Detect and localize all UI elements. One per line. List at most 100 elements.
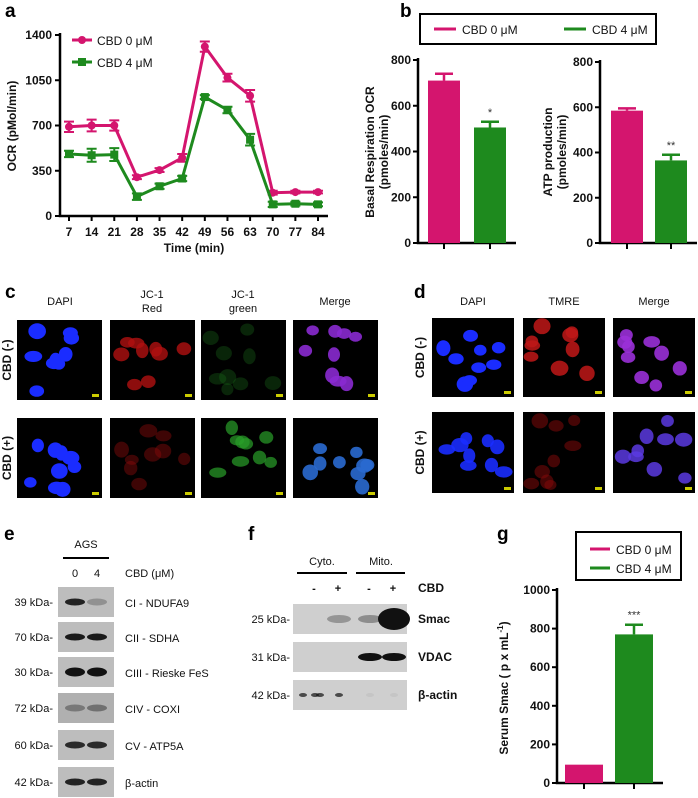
band <box>366 693 374 697</box>
scale-bar <box>595 391 602 394</box>
cell <box>355 478 370 495</box>
cell <box>654 345 669 361</box>
y-axis-label: Serum Smac ( p x mL-1) <box>496 621 511 754</box>
y-axis-label-line2: (pmoles/min) <box>555 115 569 190</box>
blot-strip <box>58 693 114 723</box>
y-tick-label: 0 <box>45 209 52 223</box>
cell <box>463 329 478 342</box>
y-tick-label: 1050 <box>25 73 52 87</box>
cell <box>114 441 129 458</box>
x-tick-label: 63 <box>243 225 257 239</box>
cell <box>24 350 43 362</box>
cell <box>620 351 636 363</box>
micrograph <box>201 320 286 400</box>
row-label: CBD (-) <box>413 337 427 378</box>
condition-label: CBD (μM) <box>125 568 174 580</box>
micrograph <box>110 418 195 498</box>
bar-cbd-0 <box>611 110 643 243</box>
cell <box>565 341 580 358</box>
y-tick-label: 800 <box>530 622 550 636</box>
scale-bar <box>595 487 602 490</box>
column-header: TMRE <box>548 296 579 308</box>
cell <box>123 460 138 476</box>
cell <box>448 353 464 365</box>
data-point <box>200 93 209 102</box>
cell <box>531 413 549 429</box>
legend-marker <box>78 36 86 44</box>
cell <box>643 336 661 348</box>
cell <box>252 450 267 465</box>
cell <box>232 377 249 391</box>
y-axis-label-main: Serum Smac ( p x mL <box>497 633 511 755</box>
cell <box>151 346 168 361</box>
data-point <box>110 121 119 130</box>
scale-bar <box>185 492 192 495</box>
cell <box>462 375 478 386</box>
y-axis-label: Basal Respiration OCR(pmoles/min) <box>363 86 391 218</box>
protein-label: β-actin <box>418 688 457 702</box>
lane-label: + <box>390 583 396 595</box>
x-tick-label: 28 <box>130 225 144 239</box>
data-point <box>314 188 322 197</box>
cell <box>215 345 232 361</box>
data-point <box>178 153 187 162</box>
error-bar <box>481 120 499 128</box>
cell <box>333 456 346 469</box>
y-axis-label: OCR (pMol/min) <box>5 81 19 172</box>
cell <box>225 420 238 435</box>
x-axis-label: Time (min) <box>164 241 224 255</box>
data-point <box>87 151 96 160</box>
scale-bar <box>185 394 192 397</box>
data-point <box>223 73 232 82</box>
bar-cbd-4 <box>474 127 506 243</box>
band <box>327 615 351 623</box>
y-tick-label: 600 <box>530 660 550 674</box>
scale-bar <box>368 492 375 495</box>
column-header: Red <box>142 303 162 315</box>
cell <box>221 383 234 396</box>
group-label: Cyto. <box>309 556 335 568</box>
cell <box>58 346 73 362</box>
cell <box>631 444 645 458</box>
cell <box>127 337 145 349</box>
band <box>65 667 85 677</box>
cell <box>264 456 277 468</box>
cell <box>471 362 487 373</box>
protein-label: CV - ATP5A <box>125 741 184 753</box>
cell <box>124 454 139 465</box>
band <box>358 653 382 661</box>
protein-label: CII - SDHA <box>125 633 180 645</box>
cell <box>491 341 506 354</box>
band <box>358 615 382 623</box>
cell <box>349 331 363 342</box>
cell <box>474 344 487 356</box>
band <box>87 778 107 786</box>
cell <box>350 466 366 481</box>
cell <box>313 456 327 471</box>
y-tick-label: 600 <box>573 100 593 114</box>
cell <box>672 361 687 376</box>
cell <box>463 448 476 464</box>
cell <box>523 351 539 362</box>
bar-cbd-4 <box>655 160 687 243</box>
panel-label-g: g <box>497 524 509 545</box>
cell <box>63 331 80 345</box>
kda-label: 42 kDa- <box>14 777 53 789</box>
data-point <box>65 149 73 158</box>
cell <box>327 347 341 362</box>
data-point <box>291 199 300 208</box>
column-header: DAPI <box>460 296 486 308</box>
y-axis-label-line2: (pmoles/min) <box>377 115 391 190</box>
cell <box>350 446 363 459</box>
cell <box>634 370 649 385</box>
x-tick-label: 21 <box>108 225 122 239</box>
cell <box>436 340 451 357</box>
data-point <box>132 192 141 201</box>
cell <box>131 477 147 491</box>
cell <box>661 414 674 427</box>
cell <box>490 439 505 455</box>
y-tick-label: 800 <box>391 53 411 67</box>
cell <box>140 375 156 388</box>
cell <box>202 330 219 345</box>
